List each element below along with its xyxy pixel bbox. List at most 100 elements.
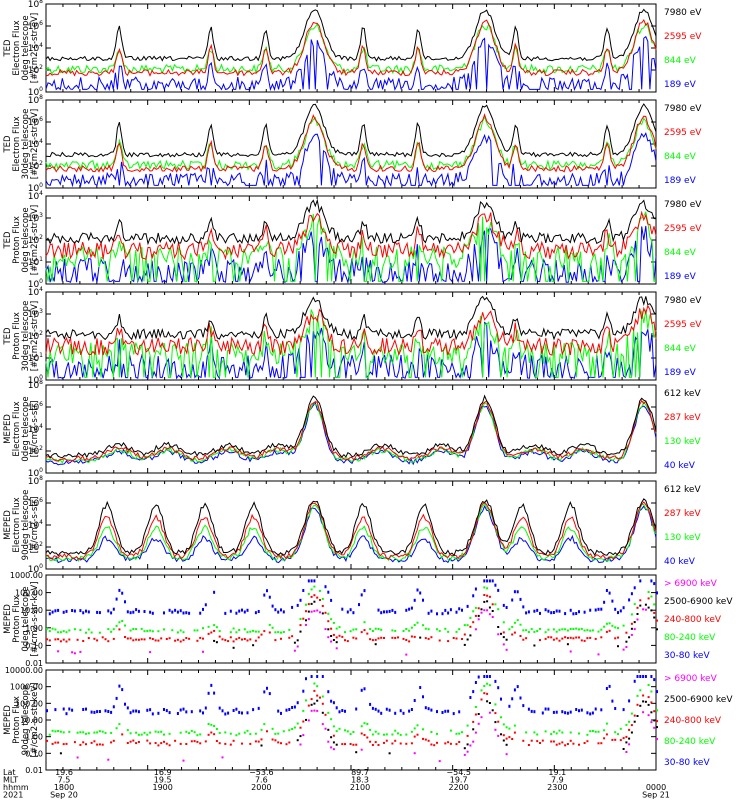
y-tick-label: 103 (28, 308, 43, 320)
legend-entry: 189 eV (664, 368, 697, 378)
legend-entry: 2500-6900 keV (664, 695, 733, 705)
y-axis-label-line: [#/cm2-s-str-keV] (30, 582, 40, 657)
x-axis-row-label: hhmm (3, 783, 29, 792)
y-axis-label-line: 0deg telescope (21, 586, 31, 651)
y-tick-label: 1.00 (25, 624, 43, 633)
series-points-magenta (57, 608, 647, 656)
series-line-red (45, 113, 657, 173)
y-axis-label: TED Proton Flux 0deg telescope [#/cm2-s-str… (3, 205, 40, 275)
series-line-red (45, 304, 657, 356)
x-tick-label-mlt: 19.7 (450, 776, 468, 785)
y-tick-label: 100 (28, 467, 43, 479)
y-axis-label-line: 30deg telescope (21, 109, 31, 180)
legend-entry: 7980 eV (664, 104, 702, 114)
series-line-red (45, 399, 657, 462)
legend-entry: 2595 eV (664, 224, 702, 234)
legend-entry: > 6900 keV (664, 674, 718, 684)
y-tick-label: 102 (28, 234, 43, 246)
x-tick-label-mlt: 7.9 (551, 776, 564, 785)
y-tick-label: 10.00 (20, 606, 43, 615)
x-axis-row-label: 2021 (3, 791, 23, 800)
y-axis-label: TED Proton Flux 30deg telescope [#/cm2-s-st… (3, 301, 40, 372)
y-axis-label-line: [#/cm2-s-str-eV] (30, 13, 40, 83)
y-axis-label-line: Electron Flux (12, 116, 22, 171)
legend-entry: 240-800 keV (664, 716, 722, 726)
y-axis-label-line: MEPED (3, 510, 13, 540)
x-tick-label-mlt: 7.6 (255, 776, 268, 785)
series-line-green (45, 309, 657, 378)
legend-entry: 612 keV (664, 389, 701, 399)
legend-entry: 844 eV (664, 344, 697, 354)
legend-entry: 844 eV (664, 248, 697, 258)
legend-entry: 80-240 keV (664, 633, 716, 643)
series-points-red (46, 689, 658, 747)
y-tick-label: 0.01 (25, 659, 43, 668)
y-axis-label-line: Electron Flux (12, 401, 22, 456)
x-tick-label-mlt: 7.5 (58, 776, 71, 785)
y-axis-label: MEPED Proton Flux 0deg telescope [#/cm2-s-s… (3, 582, 40, 657)
x-tick-label-hhmm: 1900 (152, 783, 172, 792)
y-axis-label-line: MEPED (3, 604, 13, 634)
y-axis-label-line: Proton Flux (12, 216, 22, 264)
y-axis-label-line: Electron Flux (12, 20, 22, 75)
y-axis-label-line: [#/cm2-s-str-eV] (30, 301, 40, 371)
x-tick-label-mlt: 18.3 (351, 776, 369, 785)
y-tick-label: 106 (28, 20, 43, 32)
y-tick-label: 108 (28, 94, 43, 106)
x-tick-label-hhmm: 2200 (448, 783, 468, 792)
y-tick-label: 104 (28, 423, 43, 435)
legend-entry: 189 eV (664, 176, 697, 186)
legend-entry: 130 keV (664, 437, 701, 447)
legend-entry: 2595 eV (664, 128, 702, 138)
legend-entry: 2500-6900 keV (664, 597, 733, 607)
legend-entry: 287 keV (664, 509, 701, 519)
legend-entry: 844 eV (664, 152, 697, 162)
series-line-black (45, 198, 657, 246)
legend-entry: 7980 eV (664, 8, 702, 18)
y-tick-label: 104 (28, 519, 43, 531)
plot-frame (45, 574, 657, 664)
legend-entry: 189 eV (664, 80, 697, 90)
y-tick-label: 104 (28, 286, 43, 298)
y-tick-label: 100 (28, 374, 43, 386)
x-tick-label-hhmm: 1800 (54, 783, 74, 792)
series-line-green (45, 502, 657, 563)
series-points-green (48, 682, 658, 737)
series-points-black (213, 600, 658, 649)
series-line-black (45, 8, 657, 62)
y-tick-label: 104 (28, 138, 43, 150)
y-tick-label: 108 (28, 379, 43, 391)
flux-panel: 104 103 102 101 100 TED Proton Flux 0deg telesc… (3, 190, 702, 290)
y-axis-label: MEPED Proton Flux 90deg telescope [#/cm2-s-… (3, 683, 40, 758)
flux-panel: 108 106 104 102 100 MEPED Electron Flux 0deg te… (3, 379, 701, 479)
series-line-green (45, 210, 656, 282)
y-axis-label: TED Electron Flux 30deg telescope [#/cm2-s-… (3, 109, 40, 180)
y-axis-label-line: [#/cm2-s-str] (30, 401, 40, 458)
series-line-red (45, 210, 657, 261)
x-axis-row-label: MLT (3, 776, 18, 785)
series-line-red (46, 18, 657, 77)
x-tick-label-hhmm: 0000 (646, 783, 666, 792)
y-axis-label-line: 90deg telescope (21, 685, 31, 756)
legend-entry: 7980 eV (664, 296, 702, 306)
x-tick-label-lat: −54.5 (446, 768, 471, 777)
y-tick-label: 106 (28, 401, 43, 413)
y-axis-label: TED Electron Flux 0deg telescope [#/cm2-s-s… (3, 13, 40, 83)
y-tick-label: 102 (28, 160, 43, 172)
series-line-green (45, 22, 657, 75)
y-tick-label: 106 (28, 116, 43, 128)
x-tick-label-date: Sep 21 (642, 791, 670, 800)
y-axis-label-line: TED (3, 39, 13, 58)
x-tick-label-lat: −53.6 (249, 768, 274, 777)
legend-entry: 130 keV (664, 533, 701, 543)
y-axis-label-line: Proton Flux (12, 595, 22, 643)
x-tick-label-lat: 19.1 (548, 768, 566, 777)
y-axis-label-line: [#/cm2-s-str] (30, 497, 40, 554)
y-axis-label-line: Electron Flux (12, 497, 22, 552)
series-line-blue (45, 35, 657, 92)
y-tick-label: 100 (28, 182, 43, 194)
series-points-red (46, 594, 658, 643)
legend-entry: 844 eV (664, 56, 697, 66)
y-tick-label: 102 (28, 541, 43, 553)
